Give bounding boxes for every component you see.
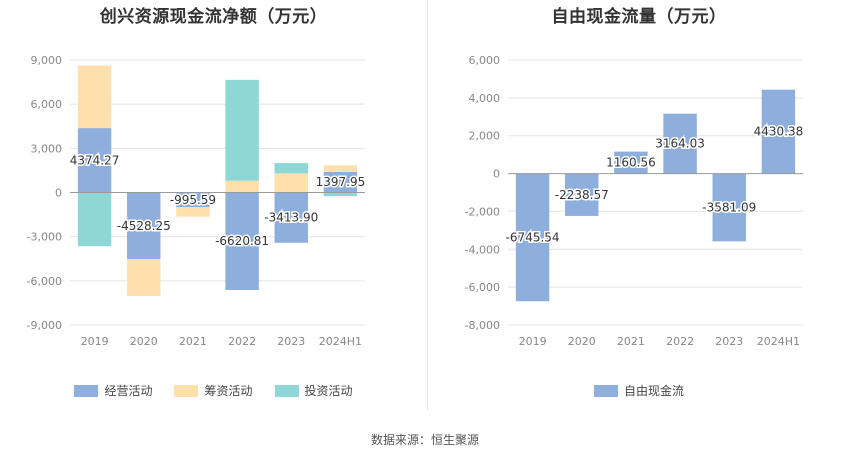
legend-label: 自由现金流 <box>623 384 684 398</box>
y-tick-label: 4,000 <box>469 92 501 105</box>
bar <box>614 151 648 174</box>
bar <box>127 192 161 260</box>
legend-label: 筹资活动 <box>204 384 253 398</box>
data-source-note: 数据来源：恒生聚源 <box>370 433 479 447</box>
x-tick-label: 2020 <box>130 335 158 348</box>
y-tick-label: -2,000 <box>465 205 500 218</box>
y-tick-label: -4,000 <box>465 243 500 256</box>
bar <box>274 192 308 243</box>
bar <box>225 79 259 181</box>
x-tick-label: 2019 <box>81 335 109 348</box>
data-label: -6620.81 <box>215 234 269 248</box>
bar <box>323 171 358 193</box>
y-tick-label: -8,000 <box>465 319 500 332</box>
x-tick-label: 2024H1 <box>757 335 800 348</box>
data-label: 4430.38 <box>754 125 804 139</box>
legend-swatch <box>74 384 99 397</box>
y-tick-label: 9,000 <box>31 54 63 67</box>
x-tick-label: 2022 <box>666 335 694 348</box>
bar <box>565 173 599 216</box>
x-tick-label: 2019 <box>519 335 547 348</box>
legend-label: 投资活动 <box>304 384 353 398</box>
legend-label: 经营活动 <box>104 384 153 398</box>
y-tick-label: -6,000 <box>27 275 62 288</box>
y-tick-label: -3,000 <box>27 231 62 244</box>
data-label: 1160.56 <box>606 156 656 170</box>
bar <box>323 165 358 172</box>
data-label: -6745.54 <box>506 230 560 244</box>
free-cash-flow-panel: 自由现金流量（万元） 6,000 4,000 2,000 0 -2,000 -4,000-… <box>428 0 850 410</box>
x-tick-label: 2023 <box>715 335 743 348</box>
data-label: -995.59 <box>170 193 216 207</box>
y-tick-label: 0 <box>55 187 62 200</box>
x-tick-label: 2022 <box>228 335 256 348</box>
legend-item[interactable]: 投资活动 <box>274 382 353 399</box>
net-cash-flow-panel: 创兴资源现金流净额（万元） 9,000 6,000 3,000 0 -3,000 -6,0… <box>0 0 427 410</box>
chart-legend: 自由现金流 <box>428 382 850 399</box>
data-label: 1397.95 <box>316 175 366 189</box>
x-tick-label: 2021 <box>617 335 645 348</box>
legend-item[interactable]: 自由现金流 <box>593 382 684 399</box>
bar <box>176 192 210 208</box>
x-tick-label: 2021 <box>179 335 207 348</box>
bar <box>77 128 112 193</box>
y-tick-label: 6,000 <box>31 98 63 111</box>
bar <box>176 207 210 217</box>
legend-swatch <box>593 384 618 397</box>
bar <box>225 180 259 193</box>
bar <box>274 173 308 193</box>
bar <box>225 192 259 290</box>
y-tick-label: 6,000 <box>469 54 501 67</box>
y-tick-label: 3,000 <box>31 142 63 155</box>
panel-divider <box>427 0 428 410</box>
legend-swatch <box>274 384 299 397</box>
legend-swatch <box>174 384 199 397</box>
y-tick-label: 0 <box>493 168 500 181</box>
chart-title: 创兴资源现金流净额（万元） <box>99 7 328 27</box>
data-label: 3164.03 <box>655 137 705 151</box>
bar <box>274 163 308 174</box>
bar <box>77 192 112 247</box>
bar <box>127 259 161 296</box>
bar <box>712 173 746 242</box>
net-cash-flow-chart: 9,000 6,000 3,000 0 -3,000 -6,000 -9,000 4374.2… <box>27 54 367 348</box>
free-cash-flow-chart: 6,000 4,000 2,000 0 -2,000 -4,000 -6,000 -8,000… <box>465 54 805 348</box>
chart-legend: 经营活动 筹资活动 投资活动 <box>0 382 427 399</box>
legend-item[interactable]: 经营活动 <box>74 382 152 399</box>
x-tick-label: 2020 <box>568 335 596 348</box>
data-label: -2238.57 <box>555 188 609 202</box>
bar <box>663 113 697 174</box>
bar <box>323 192 358 197</box>
bar <box>761 89 796 174</box>
chart-title: 自由现金流量（万元） <box>551 7 727 27</box>
y-tick-label: -9,000 <box>27 319 62 332</box>
bar <box>515 173 550 302</box>
data-label: 4374.27 <box>70 153 120 167</box>
data-label: -3413.90 <box>264 211 318 225</box>
legend-item[interactable]: 筹资活动 <box>174 382 253 399</box>
y-tick-label: -6,000 <box>465 281 500 294</box>
x-tick-label: 2024H1 <box>319 335 362 348</box>
data-label: -4528.25 <box>117 219 171 233</box>
bar <box>77 65 112 129</box>
y-tick-label: 2,000 <box>469 130 501 143</box>
x-tick-label: 2023 <box>277 335 305 348</box>
data-label: -3581.09 <box>702 200 756 214</box>
